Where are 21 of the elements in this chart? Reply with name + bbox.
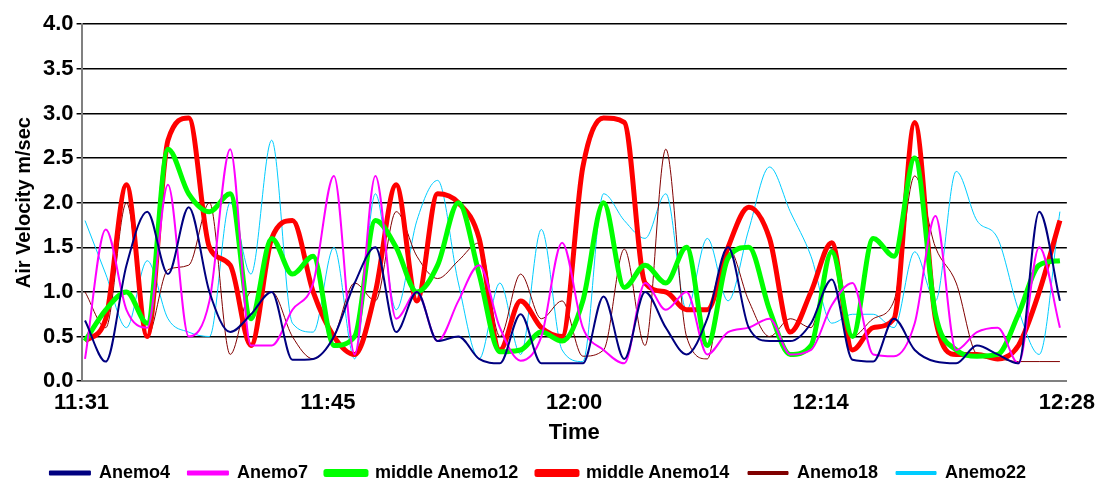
y-tick-label: 2.0	[42, 188, 74, 214]
legend-label: Anemo4	[98, 461, 170, 482]
y-tick-label: 4.0	[42, 10, 74, 36]
line-series	[84, 206, 1061, 365]
y-tick-label: 2.5	[42, 144, 74, 170]
x-tick-label: 12:14	[792, 389, 850, 415]
y-tick-label: 1.5	[42, 233, 74, 259]
x-tick-label: 12:00	[546, 389, 603, 415]
y-tick-label: 3.5	[42, 54, 74, 80]
y-axis-title: Air Velocity m/sec	[11, 117, 34, 289]
y-tick-label: 3.0	[42, 99, 74, 125]
x-tick-label: 12:28	[1038, 389, 1096, 415]
legend-label: Anemo18	[797, 461, 879, 482]
y-tick-label: 0.5	[42, 322, 74, 348]
y-tick-label: 1.0	[42, 278, 74, 304]
legend-label: Anemo22	[945, 461, 1027, 482]
legend-label: middle Anemo14	[585, 461, 730, 482]
x-axis-title: Time	[548, 418, 600, 444]
legend-label: Anemo7	[236, 461, 308, 482]
legend-label: middle Anemo12	[374, 461, 519, 482]
x-tick-label: 11:45	[300, 389, 356, 415]
